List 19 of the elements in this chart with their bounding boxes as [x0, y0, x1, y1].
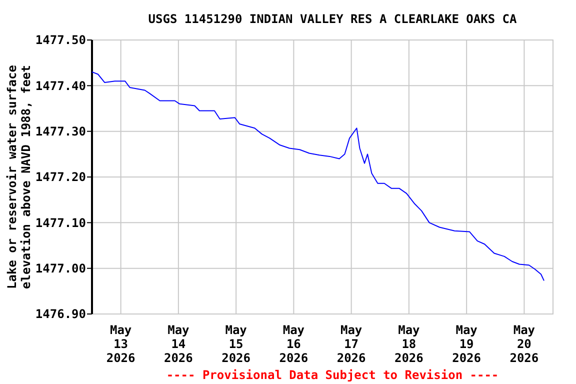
x-tick-label: May 20 2026 [510, 323, 539, 365]
x-tick-label: May 19 2026 [452, 323, 482, 365]
x-tick-label: May 15 2026 [222, 323, 251, 365]
y-tick-label: 1477.40 [35, 78, 86, 93]
y-tick-label: 1477.00 [35, 262, 86, 276]
x-tick-label: May 17 2026 [336, 323, 366, 365]
x-tick-label: May 13 2026 [106, 323, 136, 365]
chart-title: USGS 11451290 INDIAN VALLEY RES A CLEARLAKE OAKS CA [148, 12, 518, 26]
x-tick-label: May 18 2026 [394, 323, 424, 365]
y-tick-label: 1477.30 [35, 124, 86, 139]
y-tick-label: 1476.90 [35, 307, 86, 322]
text: ---- Provisional Data Subject to Revision ---- [166, 368, 499, 382]
y-tick-label: 1477.20 [35, 170, 86, 184]
y-tick-label: 1477.50 [35, 33, 86, 48]
x-tick-label: May 16 2026 [279, 323, 308, 365]
y-axis-title: Lake or reservoir water surface elevation above NAVD 1988, feet [5, 65, 33, 289]
x-tick-label: May 14 2026 [164, 323, 193, 365]
y-tick-label: 1477.10 [35, 216, 86, 230]
line-series [92, 71, 544, 282]
